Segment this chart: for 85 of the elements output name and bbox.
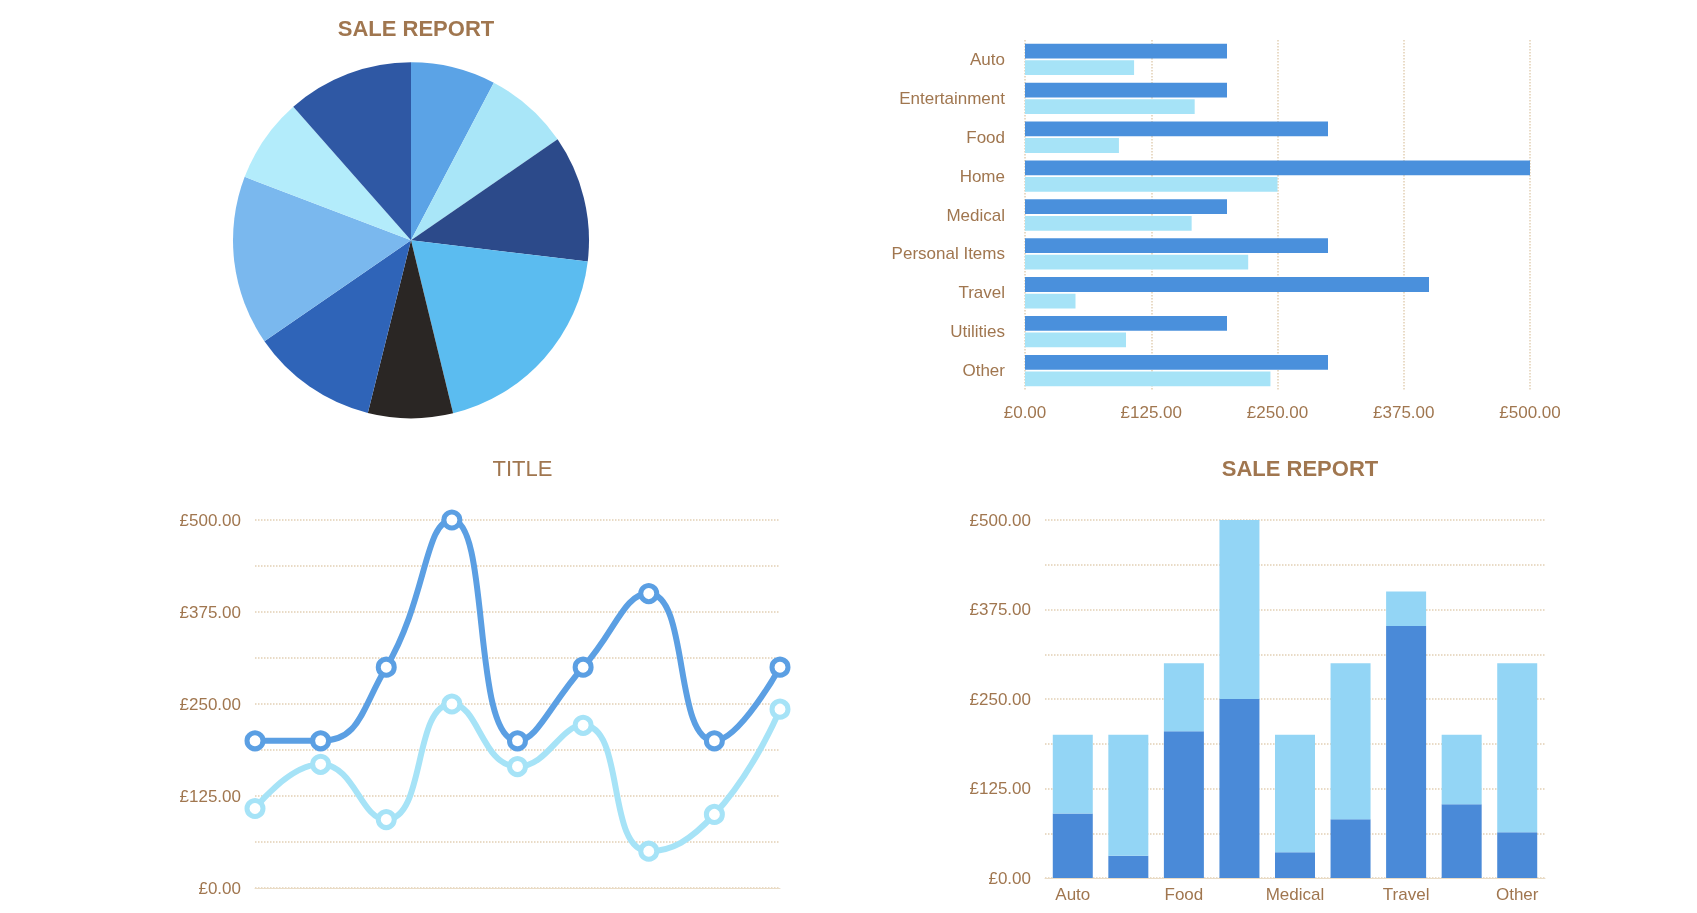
point (310, 730, 332, 752)
y-tick-label: Other (962, 361, 1006, 381)
point (638, 840, 660, 862)
point (638, 583, 660, 605)
bar (1275, 734, 1315, 853)
y-tick-label: £125.00 (969, 779, 1031, 798)
bar (1025, 160, 1530, 176)
x-tick-label: Food (1164, 885, 1204, 904)
point (441, 509, 463, 531)
bar (1025, 332, 1126, 348)
bar (1386, 625, 1427, 878)
bar (1275, 852, 1315, 878)
y-tick-label: Auto (970, 49, 1005, 69)
bar (1025, 254, 1249, 270)
point (572, 656, 594, 678)
point (769, 656, 791, 678)
y-tick-label: Food (966, 127, 1005, 147)
bar (1025, 199, 1227, 215)
x-tick-label: £0.00 (1003, 403, 1047, 422)
point (375, 656, 397, 678)
point (441, 693, 463, 715)
bar (1441, 734, 1482, 805)
x-tick-label: £375.00 (1373, 403, 1435, 422)
bar (1025, 293, 1076, 309)
y-tick-label: £125.00 (179, 786, 241, 806)
bar (1052, 813, 1093, 878)
chart-title: TITLE (492, 455, 553, 481)
x-tick-label: Auto (1055, 885, 1091, 904)
chart-title: SALE REPORT (337, 15, 495, 41)
bar (1386, 591, 1427, 626)
y-tick-label: £375.00 (969, 600, 1031, 619)
x-tick-label: Other (1495, 885, 1539, 904)
bar (1025, 138, 1119, 153)
point (703, 730, 725, 752)
point (703, 803, 725, 825)
point (375, 809, 397, 831)
bar (1025, 121, 1328, 137)
point (507, 756, 528, 778)
x-tick-label: £500.00 (1499, 403, 1561, 422)
y-tick-label: £375.00 (179, 602, 241, 622)
bar (1025, 60, 1135, 76)
x-tick-label: Medical (1265, 885, 1325, 904)
x-tick-label: Travel (1382, 885, 1430, 904)
y-tick-label: Travel (958, 283, 1005, 303)
bar (1497, 663, 1538, 833)
y-tick-label: Personal Items (891, 244, 1005, 264)
y-tick-label: Medical (946, 205, 1005, 225)
bar (1108, 855, 1149, 878)
x-tick-label: £125.00 (1120, 403, 1182, 422)
y-tick-label: Utilities (950, 322, 1005, 342)
point (769, 698, 791, 720)
bar (1163, 731, 1204, 878)
point (244, 798, 266, 820)
y-tick-label: £500.00 (969, 510, 1031, 530)
bar (1025, 43, 1227, 59)
point (572, 714, 594, 736)
bar (1025, 177, 1278, 192)
y-tick-label: £0.00 (988, 868, 1031, 888)
bar (1025, 354, 1328, 370)
bar (1025, 82, 1227, 98)
point (310, 753, 332, 775)
bar (1025, 371, 1271, 387)
bar (1025, 238, 1328, 253)
bar (1052, 734, 1093, 814)
point (507, 730, 528, 752)
bar (1441, 804, 1482, 878)
bar (1330, 819, 1371, 878)
bar (1330, 663, 1371, 820)
y-tick-label: £250.00 (969, 689, 1031, 709)
bar (1497, 832, 1538, 878)
bar (1108, 734, 1149, 856)
y-tick-label: Home (959, 166, 1005, 186)
chart-title: SALE REPORT (1221, 455, 1379, 481)
y-tick-label: £500.00 (179, 510, 241, 530)
bar (1025, 316, 1227, 331)
bar (1025, 99, 1195, 114)
y-tick-label: £250.00 (179, 694, 241, 714)
x-tick-label: £250.00 (1246, 403, 1309, 422)
y-tick-label: Entertainment (899, 88, 1006, 108)
bar (1219, 520, 1260, 699)
bar (1025, 277, 1429, 292)
bar (1219, 699, 1260, 878)
point (244, 730, 266, 752)
bar (1025, 215, 1192, 231)
bar (1163, 663, 1204, 732)
